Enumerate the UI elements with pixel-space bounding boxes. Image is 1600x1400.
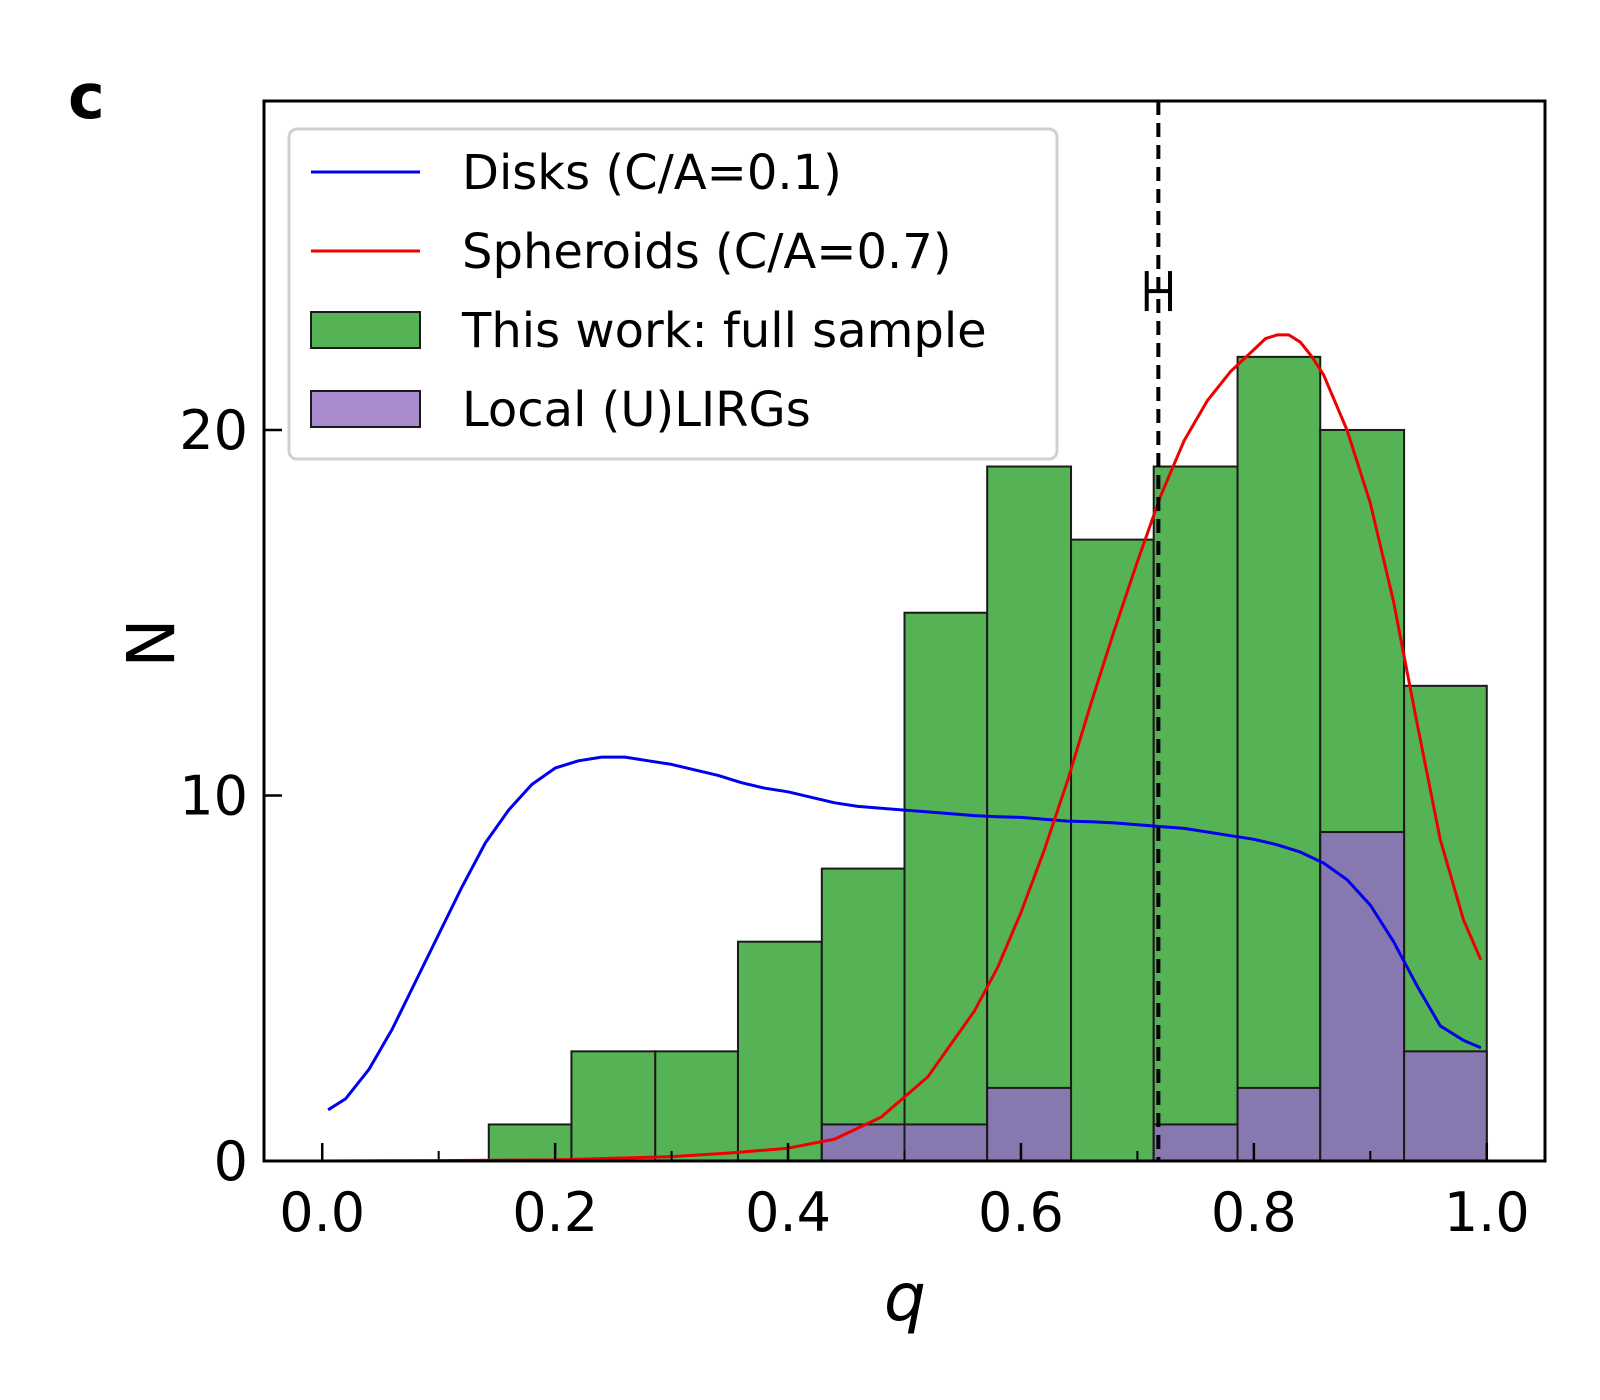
histogram-bar [1152,1123,1239,1162]
histogram-bar [1319,831,1406,1162]
x-tick-label: 0.0 [279,1181,365,1244]
x-axis-label: q [884,1259,926,1336]
legend-label: Local (U)LIRGs [462,382,811,438]
legend-full-sample: This work: full sample [310,303,987,359]
y-tick-label: 0 [214,1130,248,1193]
histogram-bar [1403,1050,1488,1163]
y-axis-label: N [110,618,187,667]
histogram-bar [654,1050,739,1163]
histogram-bar [986,465,1073,1163]
x-tick-label: 0.2 [512,1181,598,1244]
plot-area [322,101,1488,1163]
legend-label: Spheroids (C/A=0.7) [462,224,952,280]
x-tick-label: 0.6 [978,1181,1064,1244]
x-tick-label: 0.8 [1211,1181,1297,1244]
y-tick-label: 20 [179,399,248,462]
histogram-bar [1070,538,1155,1162]
y-tick-label: 10 [179,764,248,827]
spheroids-curve [322,333,1483,1163]
legend-swatch [310,311,421,349]
x-tick-label: 0.4 [745,1181,831,1244]
legend-disks: Disks (C/A=0.1) [311,145,842,201]
legend-label: Disks (C/A=0.1) [462,145,842,201]
x-tick-label: 1.0 [1444,1181,1530,1244]
legend-label: This work: full sample [461,303,987,359]
legend-swatch [310,390,421,428]
histogram-bar [1236,1086,1322,1163]
disks-curve [327,755,1482,1112]
panel-label: c [68,60,105,133]
legend-spheroids: Spheroids (C/A=0.7) [311,224,952,280]
histogram-bar [570,1050,657,1163]
histogram-bar [903,1123,989,1162]
histogram-bar [736,940,823,1162]
legend-box [287,127,1059,461]
histogram-bar [1236,355,1322,1162]
axes: 0.0 0.2 0.4 0.6 0.8 1.0 0 10 20 [179,99,1547,1244]
histogram-bar [820,1123,906,1162]
histogram-bar [903,611,989,1162]
histogram-bar [986,1086,1073,1163]
legend: Disks (C/A=0.1) Spheroids (C/A=0.7) This w… [287,127,1059,461]
median-errorbar [1144,271,1173,312]
legend-local-ulirgs: Local (U)LIRGs [310,382,811,438]
histogram-bar [487,1123,573,1162]
histogram-bar [820,867,906,1162]
histogram-bar [1152,465,1239,1163]
histogram-local-ulirgs [820,831,1488,1163]
